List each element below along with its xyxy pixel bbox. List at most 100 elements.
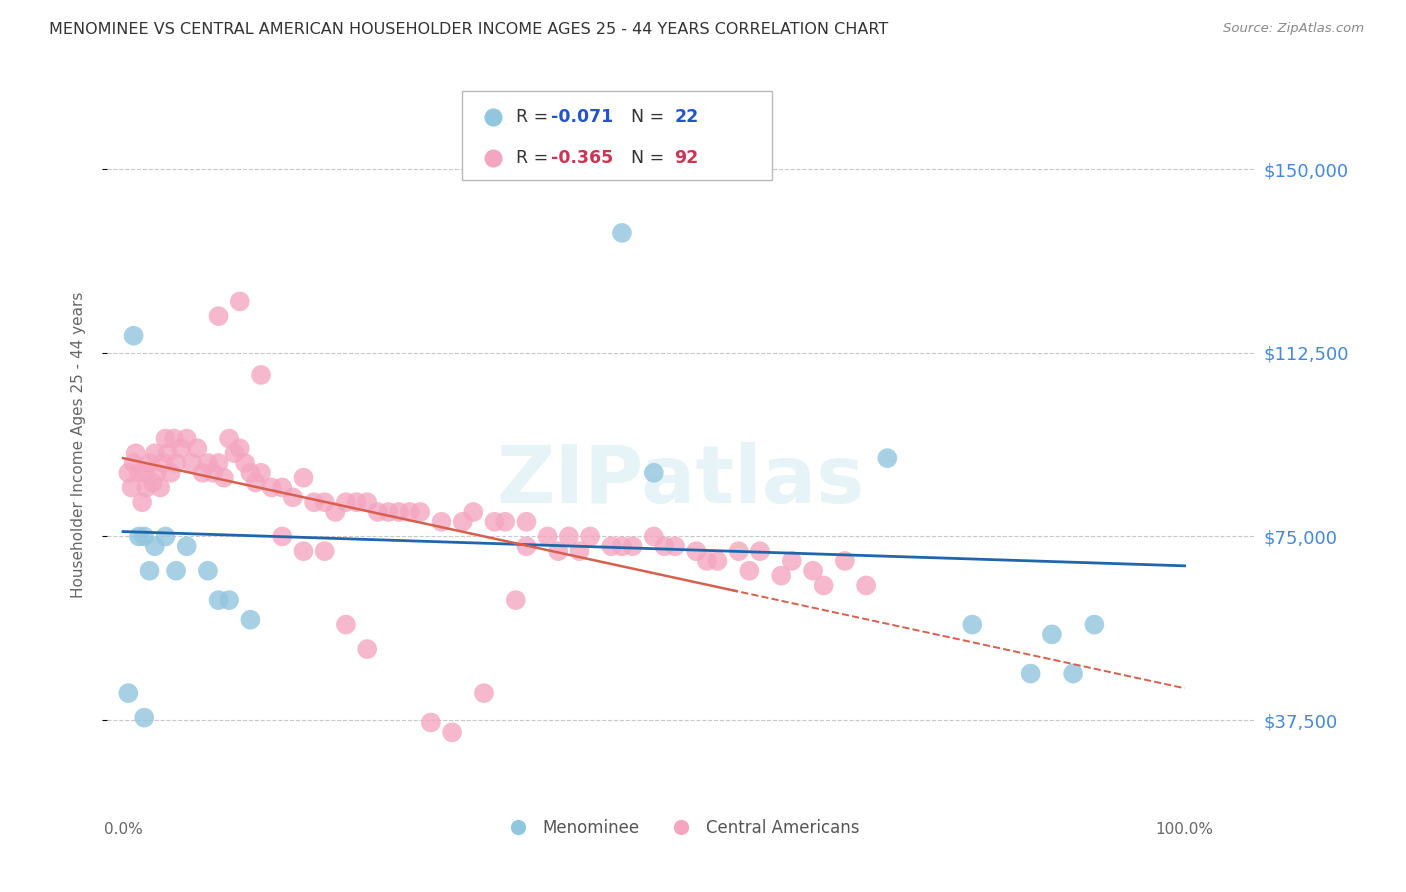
- Point: [1083, 617, 1105, 632]
- Point: [239, 466, 262, 480]
- Point: [212, 471, 235, 485]
- Point: [176, 432, 198, 446]
- Point: [239, 613, 262, 627]
- Point: [197, 564, 219, 578]
- Point: [367, 505, 389, 519]
- Point: [335, 495, 357, 509]
- Point: [346, 495, 368, 509]
- Text: 22: 22: [675, 108, 699, 127]
- Point: [233, 456, 256, 470]
- Point: [515, 539, 537, 553]
- Point: [134, 466, 156, 480]
- Point: [610, 226, 633, 240]
- Point: [176, 539, 198, 553]
- Point: [163, 432, 186, 446]
- Point: [801, 564, 824, 578]
- Point: [121, 481, 143, 495]
- Y-axis label: Householder Income Ages 25 - 44 years: Householder Income Ages 25 - 44 years: [72, 292, 86, 598]
- Point: [536, 529, 558, 543]
- Text: N =: N =: [620, 150, 669, 168]
- Point: [600, 539, 623, 553]
- Point: [494, 515, 516, 529]
- Point: [388, 505, 411, 519]
- Point: [159, 466, 181, 480]
- Text: R =: R =: [516, 150, 554, 168]
- Point: [128, 529, 150, 543]
- Point: [170, 442, 193, 456]
- Point: [314, 544, 336, 558]
- Point: [131, 495, 153, 509]
- Point: [515, 515, 537, 529]
- Point: [135, 481, 157, 495]
- Point: [250, 368, 273, 382]
- Point: [738, 564, 761, 578]
- Text: R =: R =: [516, 108, 554, 127]
- Text: Source: ZipAtlas.com: Source: ZipAtlas.com: [1223, 22, 1364, 36]
- Point: [271, 529, 294, 543]
- Point: [377, 505, 399, 519]
- Point: [398, 505, 420, 519]
- Point: [155, 529, 177, 543]
- Point: [302, 495, 325, 509]
- Point: [472, 686, 495, 700]
- Point: [165, 456, 187, 470]
- Point: [314, 495, 336, 509]
- Point: [181, 456, 204, 470]
- Point: [292, 544, 315, 558]
- Point: [335, 617, 357, 632]
- FancyBboxPatch shape: [463, 91, 772, 180]
- Point: [125, 446, 148, 460]
- Point: [643, 529, 665, 543]
- Point: [568, 544, 591, 558]
- Point: [463, 505, 485, 519]
- Point: [117, 686, 139, 700]
- Point: [409, 505, 432, 519]
- Point: [250, 466, 273, 480]
- Point: [229, 294, 252, 309]
- Point: [1062, 666, 1084, 681]
- Text: ZIPatlas: ZIPatlas: [496, 442, 865, 520]
- Point: [430, 515, 453, 529]
- Point: [281, 491, 304, 505]
- Point: [186, 442, 208, 456]
- Point: [441, 725, 464, 739]
- Point: [484, 515, 506, 529]
- Point: [547, 544, 569, 558]
- Text: -0.365: -0.365: [551, 150, 613, 168]
- Point: [149, 481, 172, 495]
- Point: [727, 544, 749, 558]
- Point: [1019, 666, 1042, 681]
- Text: N =: N =: [620, 108, 669, 127]
- Point: [152, 456, 174, 470]
- Point: [142, 475, 165, 490]
- Point: [654, 539, 676, 553]
- Point: [749, 544, 772, 558]
- Point: [685, 544, 707, 558]
- Point: [207, 593, 229, 607]
- Point: [260, 481, 283, 495]
- Point: [122, 328, 145, 343]
- Point: [117, 466, 139, 480]
- Point: [962, 617, 984, 632]
- Point: [664, 539, 686, 553]
- Point: [155, 432, 177, 446]
- Point: [165, 564, 187, 578]
- Point: [207, 456, 229, 470]
- Point: [579, 529, 602, 543]
- Point: [706, 554, 728, 568]
- Point: [876, 451, 898, 466]
- Point: [451, 515, 474, 529]
- Point: [621, 539, 644, 553]
- Text: -0.071: -0.071: [551, 108, 613, 127]
- Text: MENOMINEE VS CENTRAL AMERICAN HOUSEHOLDER INCOME AGES 25 - 44 YEARS CORRELATION : MENOMINEE VS CENTRAL AMERICAN HOUSEHOLDE…: [49, 22, 889, 37]
- Point: [138, 564, 160, 578]
- Point: [218, 593, 240, 607]
- Point: [558, 529, 581, 543]
- Point: [356, 495, 378, 509]
- Text: 92: 92: [675, 150, 699, 168]
- Point: [271, 481, 294, 495]
- Point: [780, 554, 803, 568]
- Point: [191, 466, 214, 480]
- Point: [813, 578, 835, 592]
- Point: [128, 466, 150, 480]
